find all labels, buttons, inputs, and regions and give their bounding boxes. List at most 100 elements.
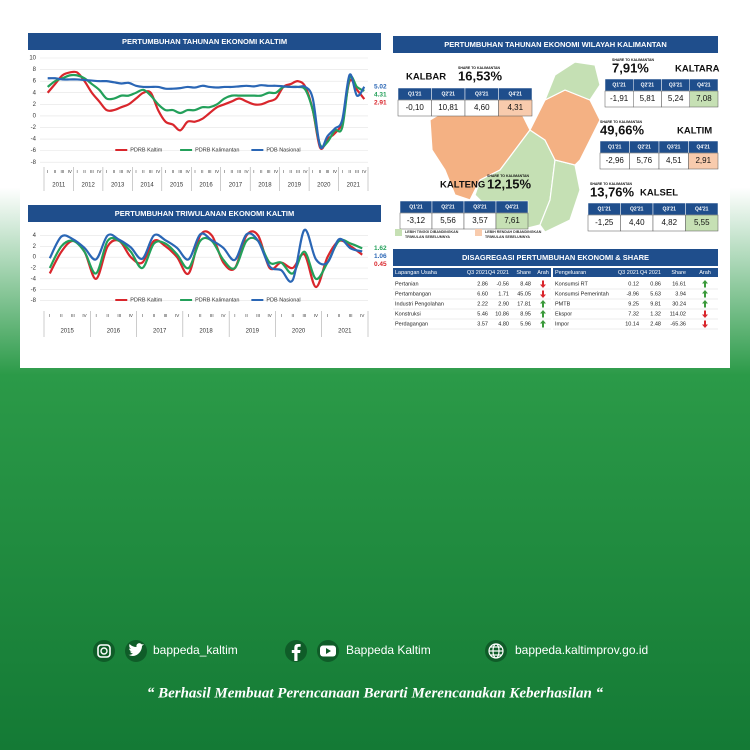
table-cell: 2.48 [650, 321, 661, 327]
table-header: Q3'21 [475, 91, 489, 97]
share-caption: SHARE TO KALIMANTAN [458, 66, 501, 70]
x-tick-label: IV [360, 313, 364, 318]
share-caption: SHARE TO KALIMANTAN [612, 58, 655, 62]
table-header: Q4'21 [509, 91, 523, 97]
legend-label: PDRB Kalimantan [195, 147, 239, 153]
social-handle: bappeda_kaltim [153, 643, 238, 657]
y-tick-label: 0 [33, 255, 37, 261]
table-cell [495, 212, 529, 230]
region-name: KALTARA [675, 64, 720, 75]
x-tick-label: III [267, 169, 271, 174]
x-tick-label: IV [68, 169, 72, 174]
quote: “ Berhasil Membuat Perencanaan Berarti M… [147, 685, 604, 701]
youtube-glyph [326, 648, 331, 654]
panel-title: PERTUMBUHAN TAHUNAN EKONOMI WILAYAH KALI… [444, 40, 667, 49]
panel-title: PERTUMBUHAN TRIWULANAN EKONOMI KALTIM [115, 209, 294, 218]
y-tick-label: -6 [31, 148, 37, 154]
table-value: 5,81 [640, 94, 656, 103]
table-cell: 3.94 [675, 291, 686, 297]
map-kalsel [539, 159, 581, 233]
map [429, 61, 601, 233]
x-tick-label: I [77, 169, 78, 174]
table-header: Q3 2021 [618, 270, 639, 276]
table-cell: 2.22 [477, 301, 488, 307]
instagram-glyph [97, 644, 111, 658]
x-tick-label: I [253, 169, 254, 174]
y-tick-label: -4 [31, 137, 37, 143]
series-line [48, 228, 363, 283]
end-label: 5.02 [374, 84, 387, 91]
table-value: -2,96 [606, 156, 625, 165]
x-tick-label: II [338, 313, 341, 318]
table-cell: PMTB [555, 301, 571, 307]
table-header: Q1'21 [408, 91, 422, 97]
table-cell: 0.12 [628, 281, 639, 287]
year-label: 2019 [246, 329, 260, 335]
table-cell: Pertambangan [395, 291, 431, 297]
y-tick-label: -6 [31, 287, 37, 293]
table-cell: -65.36 [670, 321, 686, 327]
globe-glyph [488, 643, 504, 659]
title-bar [28, 33, 381, 50]
x-tick-label: IV [268, 313, 272, 318]
table-value: -1,25 [595, 218, 614, 227]
legend-label: PDB Nasional [266, 147, 300, 153]
table-header: Q2'21 [638, 144, 652, 150]
table-value: 4,31 [507, 103, 523, 112]
legend-label: TRIWULAN SEBELUMNYA [405, 235, 450, 239]
x-tick-label: II [153, 313, 156, 318]
table-value: 4,51 [666, 156, 682, 165]
legend-label: PDRB Kaltim [130, 147, 163, 153]
y-tick-label: -2 [31, 125, 37, 131]
x-tick-label: IV [175, 313, 179, 318]
table-value: 7,08 [696, 94, 712, 103]
x-tick-label: I [234, 313, 235, 318]
table-value: -1,91 [610, 94, 629, 103]
trend-arrow [702, 310, 708, 318]
table-value: 4,60 [474, 103, 490, 112]
x-tick-label: IV [314, 313, 318, 318]
x-tick-label: IV [244, 169, 248, 174]
instagram-glyph [100, 647, 108, 655]
table-cell: 5.46 [477, 311, 488, 317]
table-value: 7,61 [504, 216, 520, 225]
x-tick-label: III [237, 169, 241, 174]
trend-arrow [540, 290, 546, 298]
year-label: 2020 [317, 183, 331, 189]
table-value: 4,40 [629, 218, 645, 227]
series-line [48, 236, 363, 281]
table-cell: -8.96 [626, 291, 639, 297]
year-label: 2012 [82, 183, 96, 189]
end-label: 1.62 [374, 245, 387, 252]
table-cell: 1.32 [650, 311, 661, 317]
y-tick-label: 8 [33, 67, 37, 73]
legend-label: PDRB Kaltim [130, 297, 163, 303]
year-label: 2020 [292, 329, 306, 335]
x-tick-label: I [95, 313, 96, 318]
table-cell: 5.63 [650, 291, 661, 297]
x-tick-label: III [302, 313, 306, 318]
year-label: 2018 [199, 329, 213, 335]
series-line [48, 230, 363, 289]
table-cell: Konstruksi [395, 311, 421, 317]
end-label: 0.45 [374, 261, 387, 268]
x-tick-label: III [164, 313, 168, 318]
share-caption: SHARE TO KALIMANTAN [590, 182, 633, 186]
table-value: -0,10 [406, 103, 425, 112]
table-value: 5,56 [440, 216, 456, 225]
x-tick-label: I [106, 169, 107, 174]
table-header: Q3'21 [473, 204, 487, 210]
x-tick-label: III [119, 169, 123, 174]
x-tick-label: I [142, 313, 143, 318]
x-tick-label: II [142, 169, 145, 174]
table-header: Arah [537, 270, 549, 276]
x-tick-label: IV [127, 169, 131, 174]
table-cell: Industri Pengolahan [395, 301, 444, 307]
table-header: Q2'21 [630, 206, 644, 212]
table-header: Q4'21 [695, 206, 709, 212]
table-header: Q4 2021 [488, 270, 509, 276]
legend-label: LEBIH TINGGI DIBANDINGKAN [405, 230, 459, 234]
trend-arrow [540, 320, 546, 328]
year-label: 2019 [288, 183, 302, 189]
